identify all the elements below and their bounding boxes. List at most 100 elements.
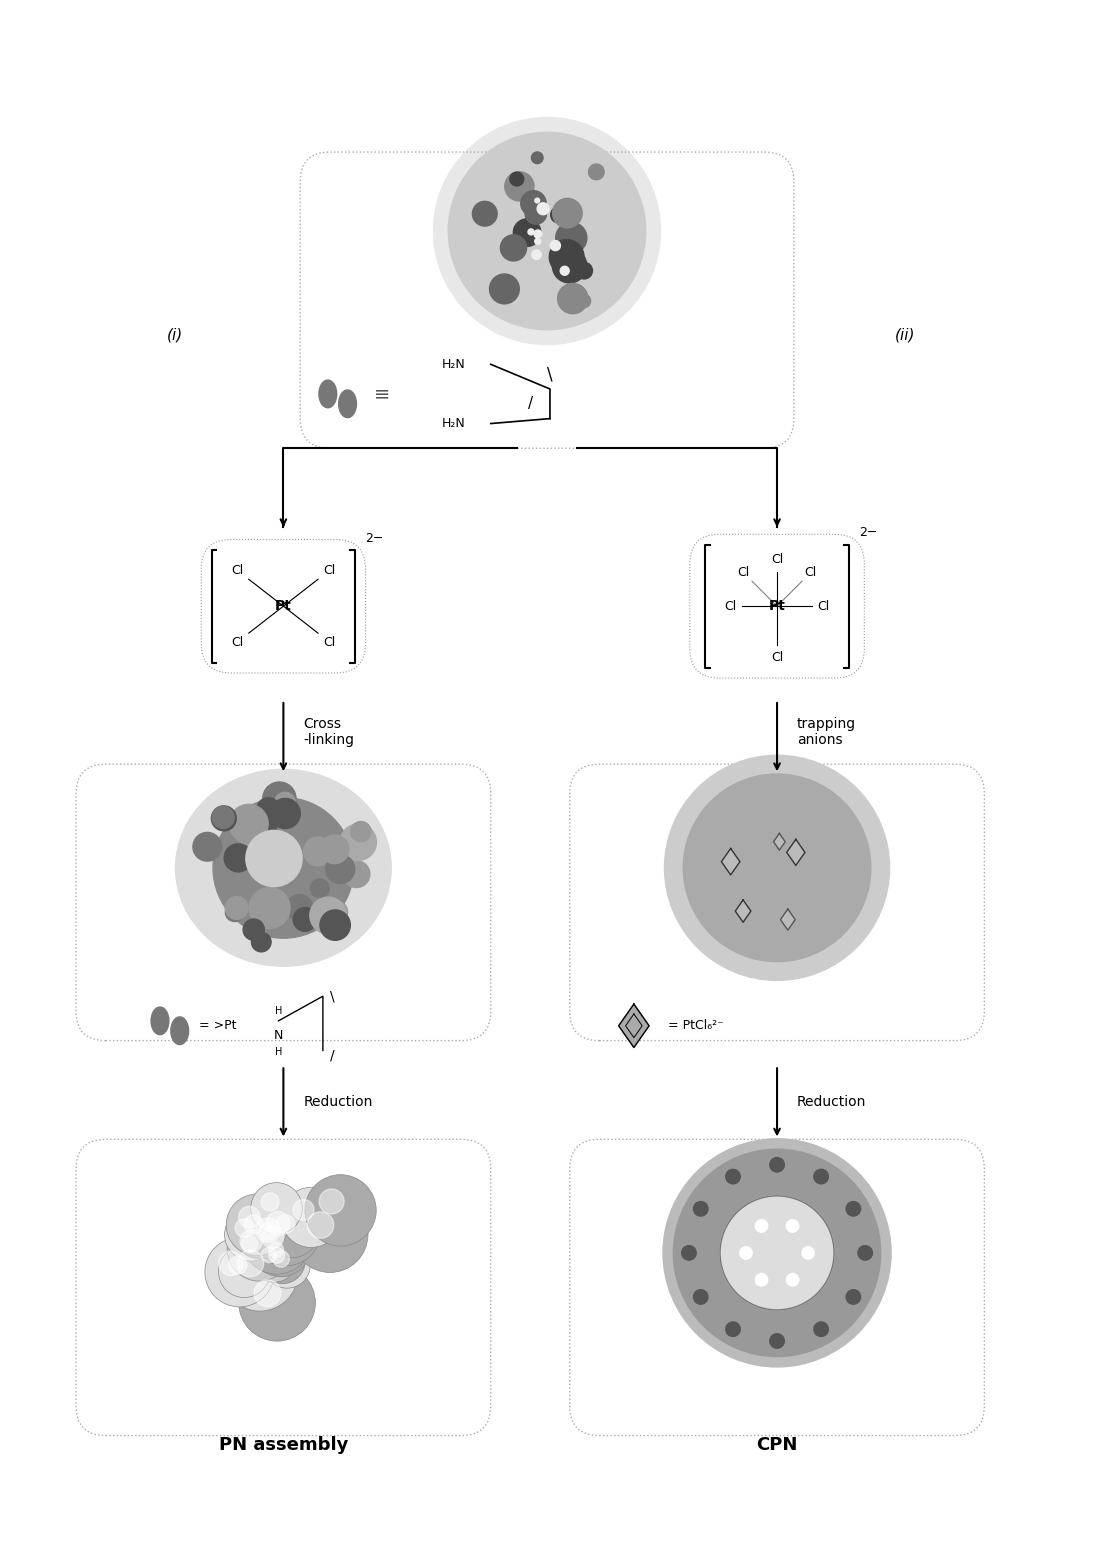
- Text: \: \: [330, 990, 335, 1004]
- Circle shape: [253, 1198, 321, 1267]
- Circle shape: [814, 1169, 828, 1184]
- Circle shape: [259, 1223, 277, 1240]
- Circle shape: [268, 1242, 283, 1257]
- Text: = PtCl₆²⁻: = PtCl₆²⁻: [668, 1019, 724, 1032]
- Circle shape: [694, 1290, 708, 1304]
- Circle shape: [252, 932, 271, 953]
- Circle shape: [351, 822, 371, 842]
- Circle shape: [534, 230, 542, 238]
- Text: /: /: [527, 396, 533, 412]
- Text: Reduction: Reduction: [303, 1096, 373, 1110]
- Circle shape: [787, 1274, 799, 1287]
- Circle shape: [307, 1212, 334, 1239]
- Circle shape: [319, 1189, 345, 1214]
- Circle shape: [858, 1246, 872, 1260]
- Circle shape: [292, 1197, 368, 1273]
- Circle shape: [219, 1251, 243, 1276]
- Ellipse shape: [339, 390, 357, 418]
- Circle shape: [270, 799, 301, 828]
- Circle shape: [521, 191, 546, 216]
- Circle shape: [311, 880, 329, 898]
- Circle shape: [237, 1249, 264, 1277]
- Circle shape: [340, 824, 376, 861]
- Circle shape: [249, 887, 290, 928]
- Circle shape: [246, 830, 302, 887]
- Circle shape: [222, 1235, 298, 1312]
- Circle shape: [240, 1229, 263, 1253]
- Circle shape: [532, 152, 543, 163]
- Circle shape: [244, 1215, 264, 1234]
- Text: 2−: 2−: [365, 531, 384, 544]
- Circle shape: [589, 165, 604, 180]
- Circle shape: [770, 1333, 784, 1349]
- Circle shape: [256, 1218, 280, 1243]
- Circle shape: [225, 897, 248, 920]
- Text: Reduction: Reduction: [796, 1096, 866, 1110]
- Text: ≡: ≡: [374, 384, 391, 404]
- Circle shape: [274, 1251, 290, 1267]
- Circle shape: [293, 1200, 314, 1220]
- Circle shape: [235, 1218, 254, 1237]
- Circle shape: [802, 1246, 814, 1259]
- Text: (i): (i): [166, 328, 183, 342]
- Circle shape: [319, 911, 350, 940]
- Circle shape: [682, 1246, 696, 1260]
- Circle shape: [473, 202, 497, 225]
- Circle shape: [552, 199, 582, 228]
- Circle shape: [510, 172, 524, 186]
- Circle shape: [321, 834, 349, 864]
- Circle shape: [525, 202, 547, 224]
- Circle shape: [224, 1209, 278, 1262]
- Ellipse shape: [319, 381, 337, 407]
- Circle shape: [535, 199, 539, 204]
- Text: Cl: Cl: [771, 651, 783, 664]
- Circle shape: [303, 838, 333, 866]
- Circle shape: [212, 807, 234, 828]
- Circle shape: [226, 1193, 288, 1256]
- Circle shape: [664, 755, 889, 981]
- Circle shape: [205, 1237, 275, 1307]
- Circle shape: [449, 132, 645, 329]
- Circle shape: [243, 918, 265, 940]
- Text: H₂N: H₂N: [441, 357, 465, 371]
- Circle shape: [550, 207, 567, 224]
- Circle shape: [264, 1242, 311, 1288]
- Polygon shape: [721, 848, 740, 875]
- Circle shape: [293, 908, 317, 931]
- Circle shape: [269, 1248, 284, 1263]
- Text: Cl: Cl: [231, 636, 243, 648]
- Ellipse shape: [171, 1016, 188, 1044]
- Circle shape: [257, 797, 280, 821]
- Circle shape: [251, 1183, 302, 1234]
- Circle shape: [232, 1226, 279, 1273]
- Text: /: /: [330, 1049, 335, 1063]
- Circle shape: [268, 807, 286, 824]
- Circle shape: [281, 1187, 341, 1248]
- Text: Cl: Cl: [324, 564, 336, 577]
- Circle shape: [500, 235, 526, 261]
- Circle shape: [740, 1246, 753, 1259]
- Circle shape: [770, 1158, 784, 1172]
- Circle shape: [263, 782, 296, 816]
- Text: H₂N: H₂N: [441, 416, 465, 430]
- Circle shape: [249, 817, 277, 844]
- Circle shape: [240, 836, 257, 855]
- Circle shape: [674, 1150, 881, 1357]
- Circle shape: [242, 1204, 312, 1274]
- Circle shape: [575, 263, 593, 280]
- Circle shape: [755, 1274, 768, 1287]
- Text: Cl: Cl: [724, 600, 737, 612]
- Circle shape: [846, 1201, 861, 1217]
- Text: N: N: [274, 1029, 283, 1043]
- Circle shape: [532, 250, 542, 260]
- Circle shape: [535, 238, 540, 244]
- Circle shape: [310, 897, 347, 934]
- Text: H: H: [275, 1047, 282, 1057]
- Polygon shape: [780, 909, 795, 931]
- Circle shape: [550, 241, 560, 250]
- Circle shape: [259, 1234, 303, 1277]
- Circle shape: [694, 1201, 708, 1217]
- Circle shape: [229, 1256, 247, 1274]
- Circle shape: [254, 1280, 281, 1307]
- Text: \: \: [547, 365, 552, 384]
